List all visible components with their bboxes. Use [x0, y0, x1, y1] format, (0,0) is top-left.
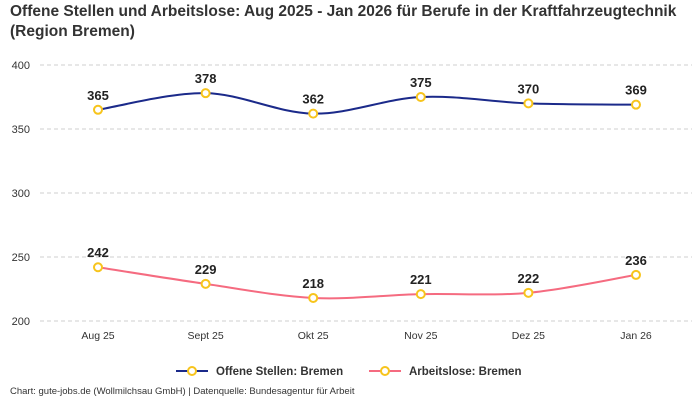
data-label: 242 [87, 245, 109, 260]
data-label: 218 [302, 276, 324, 291]
data-point [415, 92, 426, 102]
data-label: 369 [625, 83, 647, 98]
x-tick-label: Okt 25 [298, 330, 329, 342]
data-label: 221 [410, 272, 432, 287]
chart-source: Chart: gute-jobs.de (Wollmilchsau GmbH) … [10, 386, 355, 397]
x-tick-label: Jan 26 [620, 330, 652, 342]
data-point [415, 289, 426, 300]
data-point [523, 98, 534, 109]
y-tick-label: 200 [12, 316, 30, 328]
data-label: 229 [195, 262, 217, 277]
data-point [93, 104, 103, 115]
x-tick-label: Sept 25 [187, 330, 223, 342]
data-label: 236 [625, 253, 647, 268]
x-tick-label: Dez 25 [512, 330, 545, 342]
chart-title: Offene Stellen und Arbeitslose: Aug 2025… [10, 3, 677, 40]
data-label: 378 [195, 71, 217, 86]
x-tick-label: Aug 25 [81, 330, 114, 342]
y-tick-label: 400 [12, 60, 30, 72]
data-point [523, 287, 534, 298]
legend-marker [187, 366, 197, 376]
data-label: 370 [518, 81, 540, 96]
data-point [200, 88, 211, 99]
y-tick-label: 300 [12, 188, 30, 200]
data-point [308, 292, 319, 303]
y-tick-label: 350 [12, 124, 30, 136]
data-point [93, 262, 103, 273]
data-label: 375 [410, 75, 432, 90]
legend-label[interactable]: Arbeitslose: Bremen [409, 366, 521, 378]
data-point [631, 269, 641, 280]
data-point [631, 99, 641, 110]
legend-label[interactable]: Offene Stellen: Bremen [216, 366, 343, 378]
series-line [97, 266, 637, 300]
y-tick-label: 250 [12, 252, 30, 264]
data-label: 222 [518, 271, 540, 286]
x-tick-label: Nov 25 [404, 330, 437, 342]
data-point [308, 108, 319, 119]
data-label: 362 [302, 92, 324, 107]
data-point [200, 278, 211, 289]
legend-marker [380, 366, 390, 376]
data-label: 365 [87, 88, 109, 103]
series-line [97, 92, 637, 115]
